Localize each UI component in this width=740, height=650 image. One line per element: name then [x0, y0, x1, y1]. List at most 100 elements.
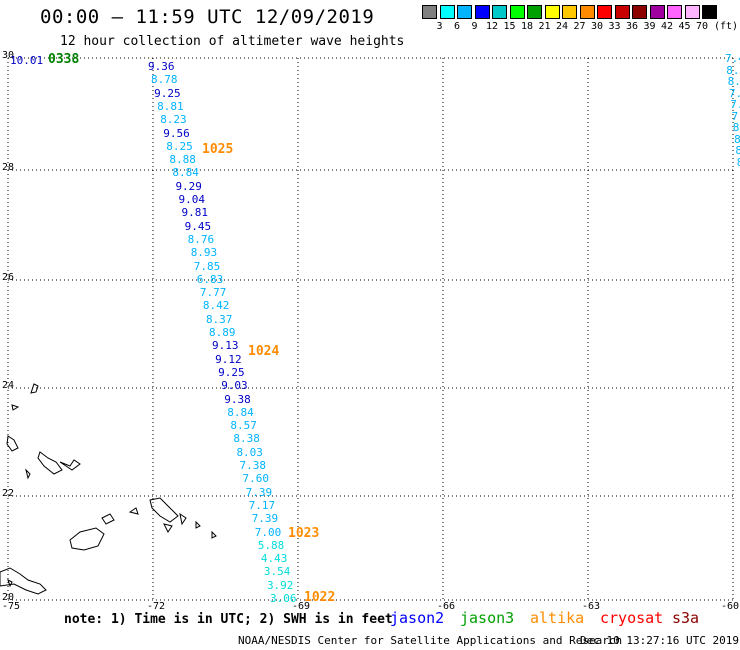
latitude-label: 30 [2, 50, 15, 61]
map-title: 00:00 – 11:59 UTC 12/09/2019 [40, 6, 375, 28]
wave-height-value: 8. [737, 157, 740, 168]
wave-height-value: 8.84 [172, 166, 199, 180]
latitude-label: 24 [2, 380, 15, 391]
legend-swatch [457, 5, 472, 19]
latitude-label: 20 [2, 592, 15, 603]
legend-swatch [562, 5, 577, 19]
wave-height-value: 8.03 [236, 445, 263, 459]
wave-height-value: 4.43 [260, 552, 288, 566]
latitude-label: 22 [2, 488, 15, 499]
wave-height-value: 7.38 [239, 459, 267, 472]
graticule [7, 57, 734, 601]
legend-label: 15 [503, 21, 516, 32]
legend-swatch [439, 5, 455, 19]
legend-label: 33 [608, 21, 621, 32]
pass-time-label: 0338 [48, 52, 80, 67]
wave-height-value: 8.89 [209, 326, 236, 339]
wave-height-value: 7.4 [725, 52, 740, 65]
legend-swatch [702, 5, 717, 19]
legend-label: 3 [436, 21, 443, 32]
longitude-label: -66 [437, 601, 456, 612]
wave-height-value: 8.42 [202, 299, 230, 313]
legend-label: 24 [555, 21, 569, 32]
wave-height-value: 7.77 [199, 286, 227, 300]
wave-height-value: 8. [727, 75, 740, 88]
longitude-label: -60 [721, 601, 740, 612]
wave-height-value: 9.12 [215, 352, 242, 366]
legend-swatch [474, 5, 490, 19]
legend-swatch [579, 5, 595, 19]
wave-height-value: 8.25 [166, 139, 193, 153]
pass-time-label: 1025 [202, 142, 234, 157]
wave-height-value: 8. [732, 121, 740, 134]
legend-swatch [527, 5, 542, 19]
wave-height-value: 10.01 [10, 54, 44, 67]
latitude-label: 26 [2, 272, 15, 283]
wave-height-value: 3.06 [270, 592, 297, 605]
legend-swatch [597, 5, 612, 19]
wave-height-value: 7.17 [248, 498, 276, 512]
legend-label: 18 [520, 21, 534, 32]
wave-height-value: 9.13 [212, 339, 239, 353]
legend-label: 21 [538, 21, 551, 32]
wave-height-value: 9.25 [218, 365, 245, 379]
wave-height-value: 7. [731, 109, 740, 123]
latitude-label: 28 [2, 162, 15, 173]
legend-swatch [422, 5, 437, 19]
legend-unit: (ft) [714, 21, 739, 32]
legend-label: 30 [590, 21, 604, 32]
wave-height-value: 8.0 [726, 63, 740, 77]
longitude-label: -69 [292, 601, 311, 612]
legend-label: 27 [573, 21, 586, 32]
wave-height-value: 8.23 [160, 113, 187, 127]
wave-height-value: 7.39 [251, 512, 279, 526]
satellite-jason2: jason2 [390, 609, 445, 627]
legend-label: 6 [453, 21, 461, 32]
wave-height-value: 9.56 [163, 126, 190, 140]
wave-height-value: 5.88 [257, 538, 285, 552]
legend-label: 39 [643, 21, 656, 32]
credit-line: NOAA/NESDIS Center for Satellite Applica… [238, 634, 623, 647]
legend-label: 9 [471, 21, 478, 32]
pass-time-label: 1023 [288, 526, 320, 541]
wave-height-value: 9.45 [184, 219, 212, 233]
wave-height-value: 8.57 [230, 419, 257, 433]
longitude-label: -72 [147, 601, 166, 612]
legend-swatch [614, 5, 630, 19]
wave-height-value: 7.00 [254, 525, 282, 539]
wave-height-value: 9.25 [154, 86, 181, 100]
wave-height-value: 8.38 [233, 432, 260, 446]
legend-swatch [509, 5, 525, 19]
wave-height-value: 7.85 [193, 259, 221, 273]
satellite-jason3: jason3 [460, 609, 515, 627]
wave-height-value: 9.04 [178, 193, 206, 206]
wave-height-value: 9.36 [148, 60, 175, 73]
satellite-s3a: s3a [672, 609, 700, 627]
longitude-label: -75 [2, 601, 21, 612]
legend-swatch [684, 5, 700, 19]
legend-swatch [632, 5, 647, 19]
wave-height-value: 3.54 [263, 565, 291, 579]
map-subtitle: 12 hour collection of altimeter wave hei… [60, 34, 405, 49]
longitude-label: -63 [582, 601, 601, 612]
wave-height-value: 9.03 [221, 379, 248, 393]
wave-height-value: 8.81 [157, 99, 184, 113]
satellite-altika: altika [530, 609, 585, 627]
legend-swatch [667, 5, 682, 19]
wave-height-value: 8.78 [151, 73, 178, 87]
footer-note: note: 1) Time is in UTC; 2) SWH is in fe… [64, 612, 393, 627]
wave-height-value: 7. [730, 98, 740, 111]
wave-height-value: 7.39 [245, 485, 273, 499]
wave-height-value: 9.29 [175, 179, 202, 193]
legend-label: 70 [695, 21, 709, 32]
wave-height-value: 8.37 [205, 312, 233, 326]
legend-label: 45 [678, 21, 691, 32]
wave-height-value: 8.93 [190, 246, 218, 260]
wave-height-value: 3.92 [266, 578, 294, 592]
generation-timestamp: Dec 10 13:27:16 UTC 2019 [580, 634, 739, 647]
wave-height-value: 6.83 [196, 272, 224, 286]
wave-height-value: 8.76 [187, 232, 215, 246]
wave-height-value: 8.88 [169, 153, 196, 167]
satellite-cryosat: cryosat [600, 609, 664, 627]
